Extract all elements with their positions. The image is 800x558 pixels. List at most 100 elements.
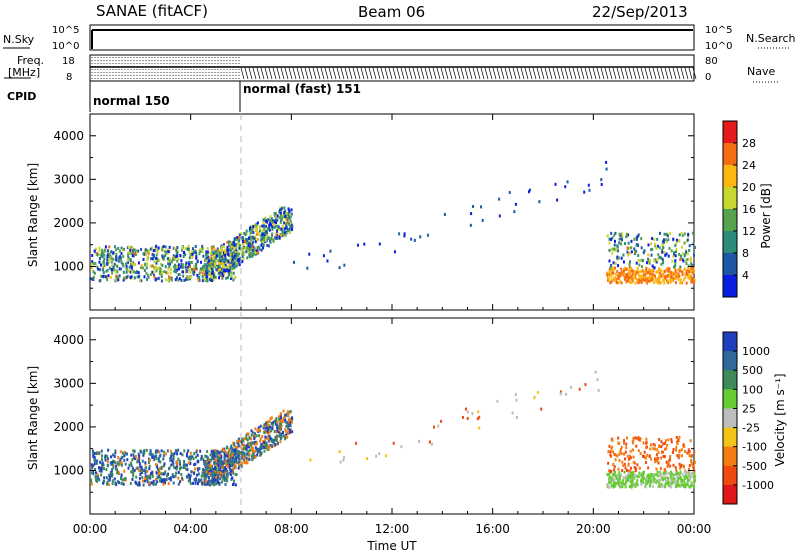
data-cell [264, 232, 267, 236]
data-cell [118, 267, 121, 271]
data-cell [280, 207, 283, 211]
data-cell [269, 436, 272, 440]
data-cell [631, 277, 634, 281]
nave-trace [548, 67, 553, 80]
data-cell [134, 271, 137, 275]
data-cell [660, 445, 663, 449]
data-cell [188, 256, 191, 260]
data-cell [668, 272, 671, 276]
data-cell [281, 224, 284, 228]
nave-trace [656, 67, 661, 80]
data-cell [635, 436, 638, 440]
data-cell [156, 480, 159, 484]
data-cell [619, 242, 622, 246]
data-cell [91, 254, 94, 258]
data-cell [661, 484, 664, 488]
data-cell [626, 250, 629, 254]
data-cell [229, 452, 232, 456]
data-cell [211, 277, 214, 281]
data-cell [178, 467, 181, 471]
data-cell [597, 388, 600, 392]
data-cell [260, 447, 263, 451]
nave-trace [676, 67, 681, 80]
data-cell [664, 485, 667, 489]
data-cell [594, 370, 597, 374]
data-cell [126, 458, 129, 462]
data-cell [667, 480, 670, 484]
data-cell [691, 277, 694, 281]
data-cell [472, 205, 475, 209]
data-cell [693, 460, 696, 464]
nave-trace [492, 67, 497, 80]
data-cell [175, 467, 178, 471]
data-cell [140, 265, 143, 269]
data-cell [98, 469, 101, 473]
data-cell [114, 461, 117, 465]
data-cell [242, 257, 245, 261]
nave-trace [380, 67, 385, 80]
data-cell [384, 454, 387, 458]
data-cell [189, 265, 192, 269]
data-cell [176, 452, 179, 456]
data-cell [131, 261, 134, 265]
data-cell [122, 255, 125, 259]
data-cell [232, 441, 235, 445]
data-cell [202, 254, 205, 258]
data-cell [627, 457, 630, 461]
data-cell [213, 471, 216, 475]
data-cell [621, 469, 624, 473]
data-cell [166, 271, 169, 275]
data-cell [690, 484, 693, 488]
data-cell [279, 426, 282, 430]
data-cell [624, 277, 627, 281]
data-cell [206, 253, 209, 257]
data-cell [114, 451, 117, 455]
data-cell [151, 246, 154, 250]
data-cell [676, 480, 679, 484]
nave-trace [384, 67, 389, 80]
data-cell [238, 263, 241, 267]
data-cell [90, 478, 93, 482]
nave-trace [672, 67, 677, 80]
data-cell [609, 266, 612, 270]
data-cell [200, 457, 203, 461]
data-cell [196, 259, 199, 263]
data-cell [149, 451, 152, 455]
nave-trace [560, 67, 565, 80]
data-cell [233, 460, 236, 464]
data-cell [177, 476, 180, 480]
colorbar-tick-label: 4 [742, 269, 749, 282]
data-cell [167, 279, 170, 283]
data-cell [613, 478, 616, 482]
nave-trace [688, 67, 693, 80]
data-cell [92, 270, 95, 274]
data-cell [141, 266, 144, 270]
data-cell [241, 461, 244, 465]
data-cell [261, 239, 264, 243]
data-cell [271, 221, 274, 225]
data-cell [290, 227, 293, 231]
nave-trace [588, 67, 593, 80]
data-cell [234, 445, 237, 449]
data-cell [689, 476, 692, 480]
colorbar-segment [723, 484, 737, 505]
data-cell [609, 273, 612, 277]
data-cell [272, 441, 275, 445]
data-cell [270, 217, 273, 221]
data-cell [216, 457, 219, 461]
nave-trace [340, 67, 345, 80]
data-cell [675, 435, 678, 439]
data-cell [167, 261, 170, 265]
data-cell [262, 237, 265, 241]
data-cell [221, 473, 224, 477]
data-cell [626, 478, 629, 482]
data-cell [258, 229, 261, 233]
data-cell [91, 466, 94, 470]
data-cell [234, 251, 237, 255]
data-cell [111, 469, 114, 473]
data-cell [290, 212, 293, 216]
data-cell [256, 221, 259, 225]
data-cell [640, 482, 643, 486]
data-cell [158, 475, 161, 479]
data-cell [624, 466, 627, 470]
